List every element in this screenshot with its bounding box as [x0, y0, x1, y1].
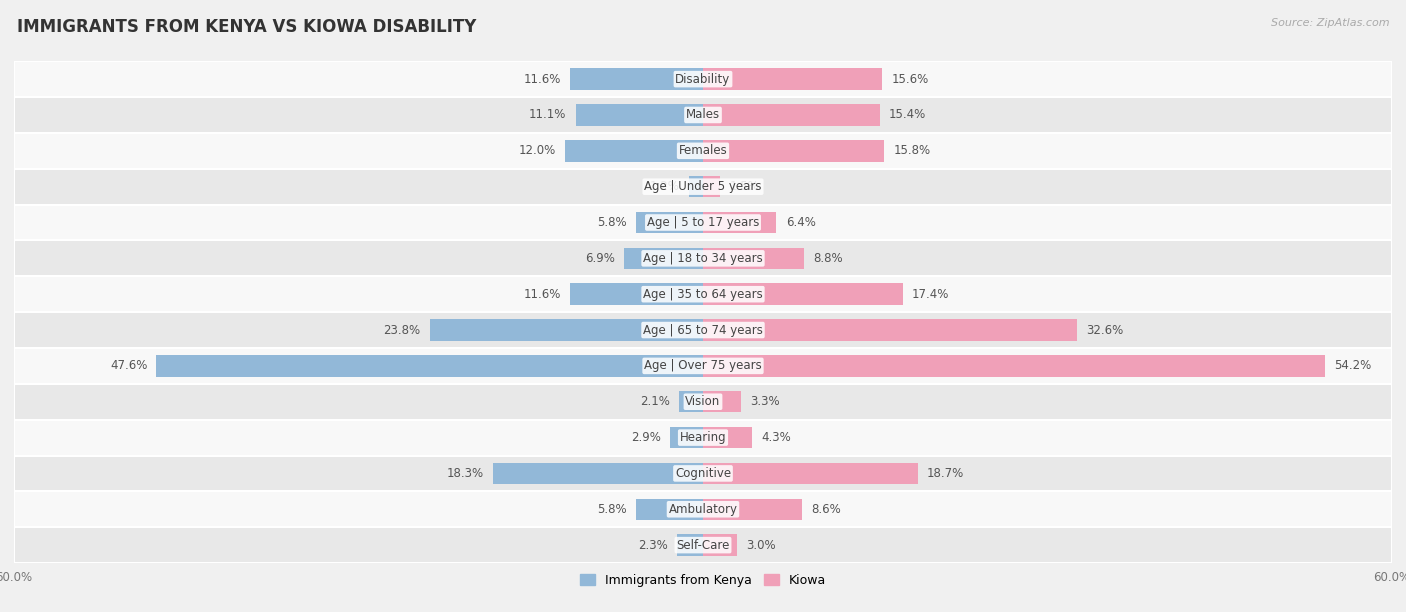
Bar: [156, 355, 703, 376]
Text: 5.8%: 5.8%: [598, 503, 627, 516]
Bar: [703, 248, 804, 269]
Bar: [14, 276, 1392, 312]
Text: 15.6%: 15.6%: [891, 73, 928, 86]
Text: 6.9%: 6.9%: [585, 252, 614, 265]
Text: Self-Care: Self-Care: [676, 539, 730, 551]
Text: Females: Females: [679, 144, 727, 157]
Text: 3.0%: 3.0%: [747, 539, 776, 551]
Text: Age | 5 to 17 years: Age | 5 to 17 years: [647, 216, 759, 229]
Bar: [679, 391, 703, 412]
Legend: Immigrants from Kenya, Kiowa: Immigrants from Kenya, Kiowa: [575, 569, 831, 592]
Text: 12.0%: 12.0%: [519, 144, 555, 157]
Bar: [703, 69, 882, 90]
Text: Hearing: Hearing: [679, 431, 727, 444]
Bar: [703, 463, 918, 484]
Bar: [676, 534, 703, 556]
Bar: [703, 499, 801, 520]
Text: Males: Males: [686, 108, 720, 121]
Text: 23.8%: 23.8%: [384, 324, 420, 337]
Bar: [669, 427, 703, 449]
Text: Disability: Disability: [675, 73, 731, 86]
Bar: [703, 212, 776, 233]
Text: 5.8%: 5.8%: [598, 216, 627, 229]
Bar: [430, 319, 703, 341]
Bar: [14, 61, 1392, 97]
Text: 11.6%: 11.6%: [523, 288, 561, 300]
Text: Age | Over 75 years: Age | Over 75 years: [644, 359, 762, 372]
Bar: [703, 283, 903, 305]
Bar: [569, 69, 703, 90]
Text: Source: ZipAtlas.com: Source: ZipAtlas.com: [1271, 18, 1389, 28]
Bar: [14, 527, 1392, 563]
Bar: [703, 176, 720, 198]
Text: 8.6%: 8.6%: [811, 503, 841, 516]
Text: Age | Under 5 years: Age | Under 5 years: [644, 180, 762, 193]
Bar: [703, 427, 752, 449]
Bar: [689, 176, 703, 198]
Bar: [14, 133, 1392, 169]
Text: 3.3%: 3.3%: [749, 395, 780, 408]
Text: 11.6%: 11.6%: [523, 73, 561, 86]
Text: 18.7%: 18.7%: [927, 467, 965, 480]
Bar: [703, 534, 738, 556]
Text: Cognitive: Cognitive: [675, 467, 731, 480]
Text: IMMIGRANTS FROM KENYA VS KIOWA DISABILITY: IMMIGRANTS FROM KENYA VS KIOWA DISABILIT…: [17, 18, 477, 36]
Text: 47.6%: 47.6%: [110, 359, 148, 372]
Bar: [575, 104, 703, 125]
Text: 2.3%: 2.3%: [638, 539, 668, 551]
Text: 6.4%: 6.4%: [786, 216, 815, 229]
Text: 1.5%: 1.5%: [730, 180, 759, 193]
Bar: [569, 283, 703, 305]
Text: Age | 65 to 74 years: Age | 65 to 74 years: [643, 324, 763, 337]
Text: 32.6%: 32.6%: [1087, 324, 1123, 337]
Text: 4.3%: 4.3%: [762, 431, 792, 444]
Bar: [624, 248, 703, 269]
Bar: [703, 355, 1326, 376]
Text: 17.4%: 17.4%: [912, 288, 949, 300]
Text: Age | 35 to 64 years: Age | 35 to 64 years: [643, 288, 763, 300]
Bar: [494, 463, 703, 484]
Text: 1.2%: 1.2%: [650, 180, 681, 193]
Text: 2.9%: 2.9%: [631, 431, 661, 444]
Text: Age | 18 to 34 years: Age | 18 to 34 years: [643, 252, 763, 265]
Text: Vision: Vision: [685, 395, 721, 408]
Bar: [703, 104, 880, 125]
Bar: [14, 491, 1392, 527]
Bar: [703, 391, 741, 412]
Text: 54.2%: 54.2%: [1334, 359, 1372, 372]
Bar: [14, 204, 1392, 241]
Bar: [14, 312, 1392, 348]
Bar: [637, 499, 703, 520]
Text: 15.4%: 15.4%: [889, 108, 927, 121]
Text: 15.8%: 15.8%: [894, 144, 931, 157]
Bar: [14, 348, 1392, 384]
Bar: [14, 455, 1392, 491]
Text: 18.3%: 18.3%: [447, 467, 484, 480]
Text: 11.1%: 11.1%: [529, 108, 567, 121]
Bar: [14, 241, 1392, 276]
Text: 2.1%: 2.1%: [640, 395, 669, 408]
Text: Ambulatory: Ambulatory: [668, 503, 738, 516]
Bar: [565, 140, 703, 162]
Bar: [14, 97, 1392, 133]
Bar: [703, 319, 1077, 341]
Bar: [14, 420, 1392, 455]
Bar: [14, 384, 1392, 420]
Text: 8.8%: 8.8%: [813, 252, 842, 265]
Bar: [703, 140, 884, 162]
Bar: [14, 169, 1392, 204]
Bar: [637, 212, 703, 233]
